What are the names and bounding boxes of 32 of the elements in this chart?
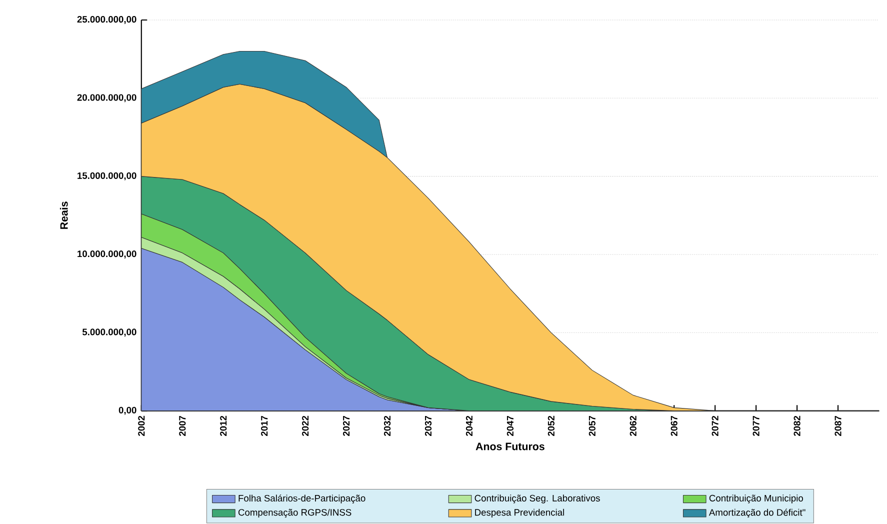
y-axis-title: Reais <box>60 202 68 229</box>
x-tick-label: 2047 <box>506 416 514 436</box>
x-tick-label: 2057 <box>588 416 596 436</box>
legend-label: Amortização do Déficit" <box>708 508 806 518</box>
x-tick-label: 2027 <box>342 416 350 436</box>
legend-label: Compensação RGPS/INSS <box>238 508 352 518</box>
x-tick-label: 2067 <box>670 416 678 436</box>
x-tick-label: 2052 <box>548 416 554 436</box>
y-tick-label: 0,00 <box>118 406 136 415</box>
x-tick-label: 2062 <box>630 416 636 436</box>
x-tick-label: 2082 <box>794 416 800 436</box>
x-tick-label: 2012 <box>220 416 227 436</box>
x-tick-label: 2017 <box>261 416 268 436</box>
x-tick-label: 2022 <box>302 416 309 436</box>
y-tick-label: 10.000.000,00 <box>78 250 136 258</box>
x-tick-label: 2077 <box>752 416 760 436</box>
x-tick-label: 2087 <box>834 416 842 436</box>
legend-label: Contribuição Municipio <box>709 494 803 504</box>
legend-label: Despesa Previdencial <box>475 508 564 518</box>
y-tick-label: 5.000.000,00 <box>82 328 136 337</box>
legend-label: Folha Salários-de-Participação <box>238 494 366 504</box>
x-axis-title: Anos Futuros <box>476 442 544 450</box>
x-tick-label: 2042 <box>466 416 473 436</box>
y-tick-label: 25.000.000,00 <box>77 16 136 24</box>
x-tick-label: 2037 <box>424 416 432 436</box>
y-tick-label: 20.000.000,00 <box>77 94 136 102</box>
x-tick-label: 2072 <box>712 416 718 436</box>
x-tick-label: 2002 <box>138 416 145 436</box>
legend-label: Contribuição Seg. Laborativos <box>474 494 600 504</box>
y-tick-label: 15.000.000,00 <box>78 172 136 180</box>
x-tick-label: 2032 <box>384 416 391 436</box>
x-tick-label: 2007 <box>179 416 186 436</box>
